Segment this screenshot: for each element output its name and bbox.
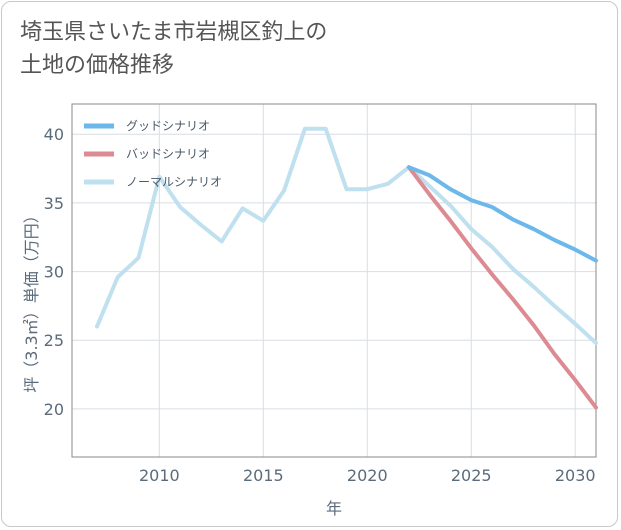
x-axis-title: 年 [326, 499, 342, 518]
x-tick-label: 2010 [139, 466, 180, 485]
y-tick-label: 40 [44, 125, 64, 144]
grid [72, 104, 596, 457]
title-line-2: 土地の価格推移 [20, 53, 175, 78]
legend-label: バッドシナリオ [126, 147, 210, 161]
title-line-1: 埼玉県さいたま市岩槻区釣上の [20, 20, 328, 45]
x-tick-label: 2030 [555, 466, 596, 485]
series-line-2 [95, 126, 598, 345]
series-group [95, 126, 598, 410]
y-tick-label: 25 [44, 331, 64, 350]
y-tick-label: 35 [44, 194, 64, 213]
page-title: 埼玉県さいたま市岩槻区釣上の 土地の価格推移 [20, 16, 327, 82]
series-line-1 [406, 165, 598, 410]
plot-frame [71, 103, 597, 458]
y-axis-title: 坪（3.3㎡）単価（万円） [22, 207, 41, 392]
x-tick-label: 2025 [451, 466, 492, 485]
x-tick-label: 2020 [347, 466, 388, 485]
y-tick-label: 30 [44, 263, 64, 282]
legend-label: ノーマルシナリオ [126, 175, 222, 189]
x-tick-label: 2015 [243, 466, 284, 485]
legend-label: グッドシナリオ [126, 119, 210, 133]
y-tick-label: 20 [44, 400, 64, 419]
series-line-0 [406, 165, 598, 263]
